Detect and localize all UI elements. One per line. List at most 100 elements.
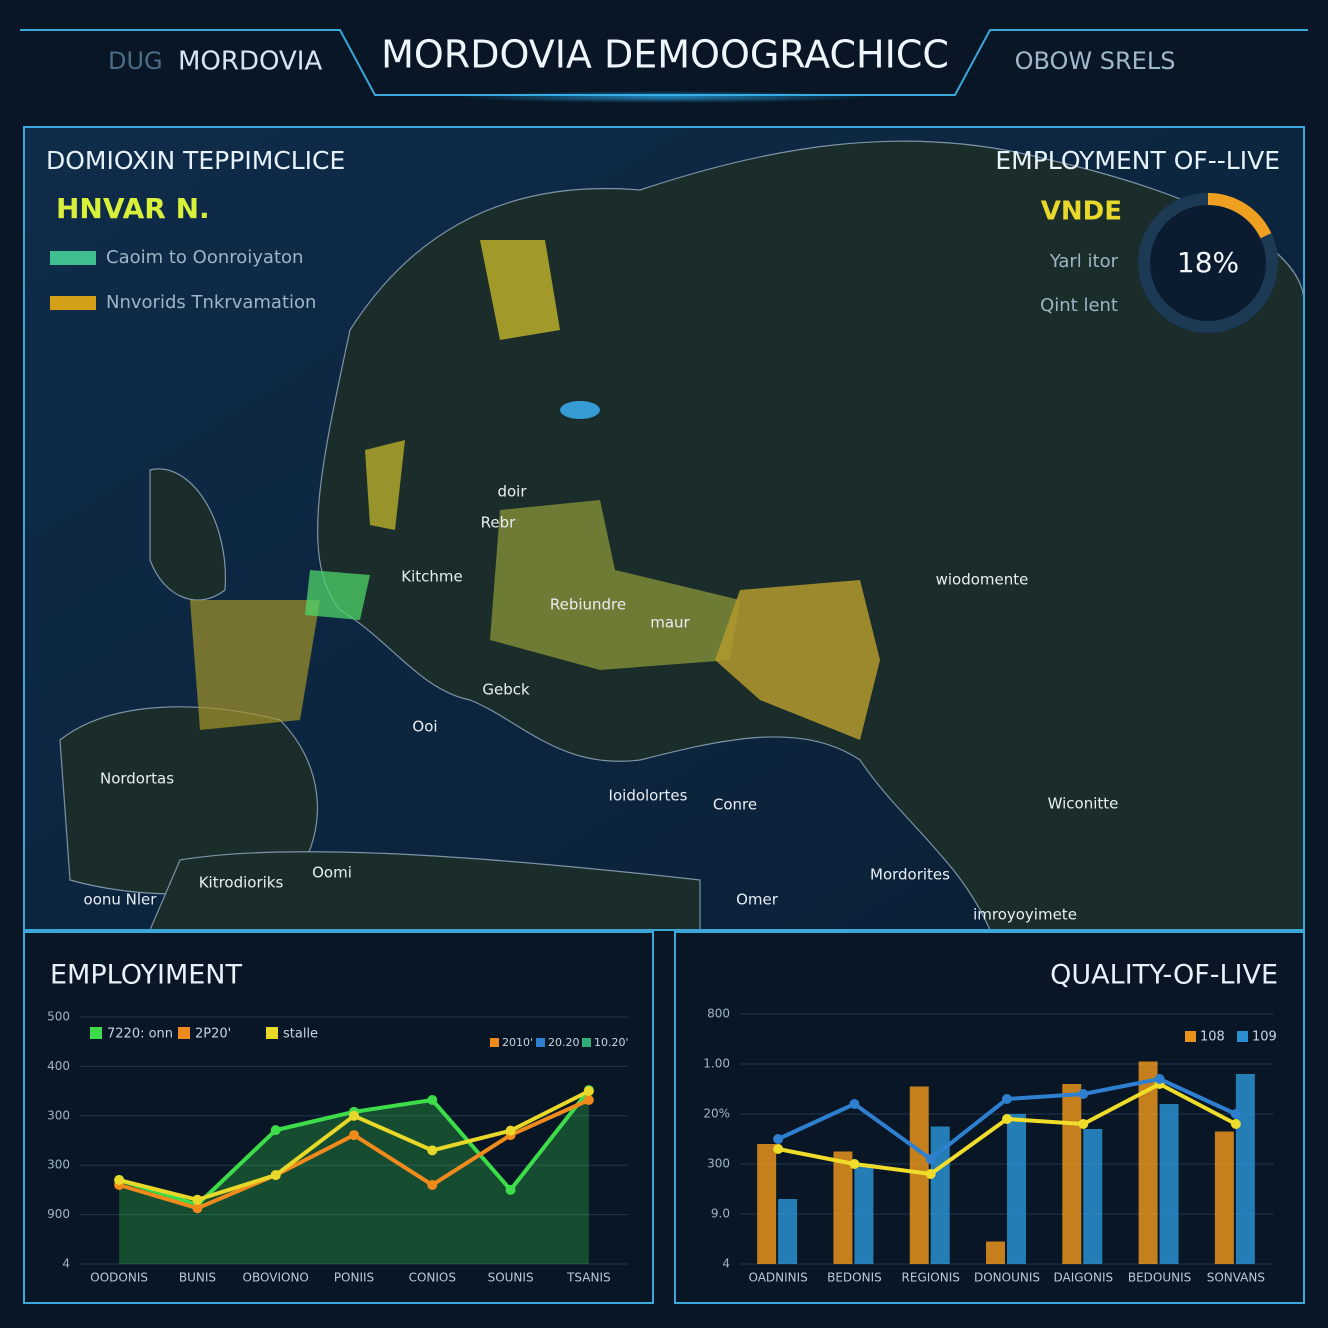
x-tick-label: BEDONIS bbox=[827, 1271, 882, 1285]
lake bbox=[560, 401, 600, 419]
point bbox=[849, 1159, 860, 1169]
quality-panel bbox=[674, 931, 1305, 1304]
point bbox=[1230, 1109, 1241, 1119]
employment-panel bbox=[23, 931, 654, 1304]
map-label: Ioidolortes bbox=[609, 787, 688, 805]
header-title: MORDOVIA DEMOOGRACHICC bbox=[381, 33, 949, 77]
x-tick-label: OADNINIS bbox=[748, 1271, 807, 1285]
gauge-arc bbox=[1207, 193, 1272, 239]
land-mass bbox=[317, 140, 1305, 931]
point bbox=[505, 1184, 516, 1195]
legend-label: 109 bbox=[1252, 1030, 1277, 1045]
legend-swatch bbox=[50, 251, 96, 265]
land-africa bbox=[149, 851, 701, 931]
x-tick-label: OBOVIONO bbox=[243, 1271, 309, 1285]
bar bbox=[1235, 1074, 1255, 1264]
point bbox=[1002, 1114, 1012, 1124]
point bbox=[270, 1125, 281, 1136]
map-land bbox=[59, 140, 1305, 931]
legend-swatch bbox=[266, 1027, 278, 1039]
quality-title: QUALITY-OF-LIVE bbox=[1050, 960, 1278, 991]
x-tick-label: TSANIS bbox=[566, 1271, 611, 1285]
map-label: Rebiundre bbox=[550, 596, 626, 614]
bar bbox=[909, 1086, 929, 1264]
map-label: Kitchme bbox=[401, 568, 462, 586]
map-label: Omer bbox=[736, 891, 779, 909]
point bbox=[925, 1169, 936, 1179]
bar bbox=[1214, 1131, 1234, 1264]
x-tick-label: REGIONIS bbox=[902, 1271, 960, 1285]
point bbox=[192, 1203, 203, 1214]
y-tick-label: 400 bbox=[47, 1059, 70, 1073]
x-tick-label: DAIGONIS bbox=[1053, 1271, 1113, 1285]
y-tick-label: 800 bbox=[707, 1007, 730, 1021]
map-label: Mordorites bbox=[870, 866, 950, 884]
region bbox=[715, 580, 880, 740]
point bbox=[349, 1130, 359, 1141]
y-tick-label: 9.0 bbox=[711, 1207, 730, 1221]
y-tick-label: 300 bbox=[47, 1108, 70, 1122]
land-britain bbox=[149, 468, 226, 601]
legend-swatch bbox=[490, 1038, 499, 1047]
point bbox=[349, 1110, 359, 1121]
point bbox=[1230, 1119, 1241, 1129]
legend-label: stalle bbox=[283, 1027, 318, 1042]
x-tick-label: SONVANS bbox=[1207, 1271, 1265, 1285]
legend-label: Caoim to Oonroiyaton bbox=[106, 247, 303, 268]
header-glow bbox=[455, 91, 875, 103]
region bbox=[305, 570, 370, 620]
legend-swatch bbox=[1185, 1031, 1196, 1042]
point bbox=[1002, 1094, 1012, 1104]
bar bbox=[1159, 1104, 1179, 1264]
bar bbox=[930, 1126, 950, 1264]
y-tick-label: 4 bbox=[62, 1257, 70, 1271]
point bbox=[583, 1094, 594, 1105]
y-tick-label: 300 bbox=[47, 1158, 70, 1172]
map-label: Kitrodioriks bbox=[199, 874, 284, 892]
gauge-label: 18% bbox=[1177, 246, 1239, 279]
bar bbox=[1007, 1114, 1026, 1264]
map-label: imroyoyimete bbox=[973, 906, 1077, 924]
point bbox=[427, 1179, 438, 1190]
stat-title: EMPLOYMENT OF--LIVE bbox=[995, 146, 1280, 175]
area bbox=[119, 1090, 589, 1264]
legend-swatch bbox=[50, 296, 96, 310]
legend-swatch bbox=[536, 1038, 545, 1047]
map-label: Nordortas bbox=[100, 770, 174, 788]
bar bbox=[1083, 1129, 1103, 1264]
y-tick-label: 1.00 bbox=[703, 1057, 730, 1071]
point bbox=[1154, 1074, 1165, 1084]
map-label: Wiconitte bbox=[1048, 795, 1119, 813]
bar bbox=[986, 1241, 1005, 1264]
map-label: Rebr bbox=[481, 514, 516, 532]
point bbox=[427, 1094, 438, 1105]
region bbox=[490, 500, 740, 670]
map-label: doir bbox=[497, 483, 527, 501]
map-label: Oomi bbox=[312, 864, 352, 882]
header-right: OBOW SRELS bbox=[1015, 47, 1176, 75]
legend-label: 108 bbox=[1200, 1030, 1225, 1045]
bar bbox=[854, 1164, 874, 1264]
point bbox=[583, 1086, 594, 1097]
employment-title: EMPLOYIMENT bbox=[50, 960, 243, 991]
x-tick-label: DONOUNIS bbox=[974, 1271, 1040, 1285]
legend-label: 2010' bbox=[502, 1036, 533, 1049]
stat-line: Yarl itor bbox=[1049, 251, 1119, 272]
legend-label: 2P20' bbox=[195, 1027, 231, 1042]
x-tick-label: CONIOS bbox=[409, 1271, 456, 1285]
map-label: maur bbox=[650, 614, 690, 632]
bar bbox=[757, 1144, 777, 1264]
map-label: Conre bbox=[713, 796, 757, 814]
legend-swatch bbox=[90, 1027, 102, 1039]
x-tick-label: SOUNIS bbox=[488, 1271, 534, 1285]
map-frame bbox=[23, 126, 1305, 931]
legend-swatch bbox=[582, 1038, 591, 1047]
gauge-disc bbox=[1138, 193, 1278, 333]
header-left: MORDOVIA bbox=[178, 47, 322, 77]
legend-swatch bbox=[178, 1027, 190, 1039]
point bbox=[114, 1175, 125, 1186]
region bbox=[365, 440, 405, 530]
point bbox=[773, 1134, 784, 1144]
bar bbox=[778, 1199, 798, 1264]
bar bbox=[833, 1151, 853, 1264]
